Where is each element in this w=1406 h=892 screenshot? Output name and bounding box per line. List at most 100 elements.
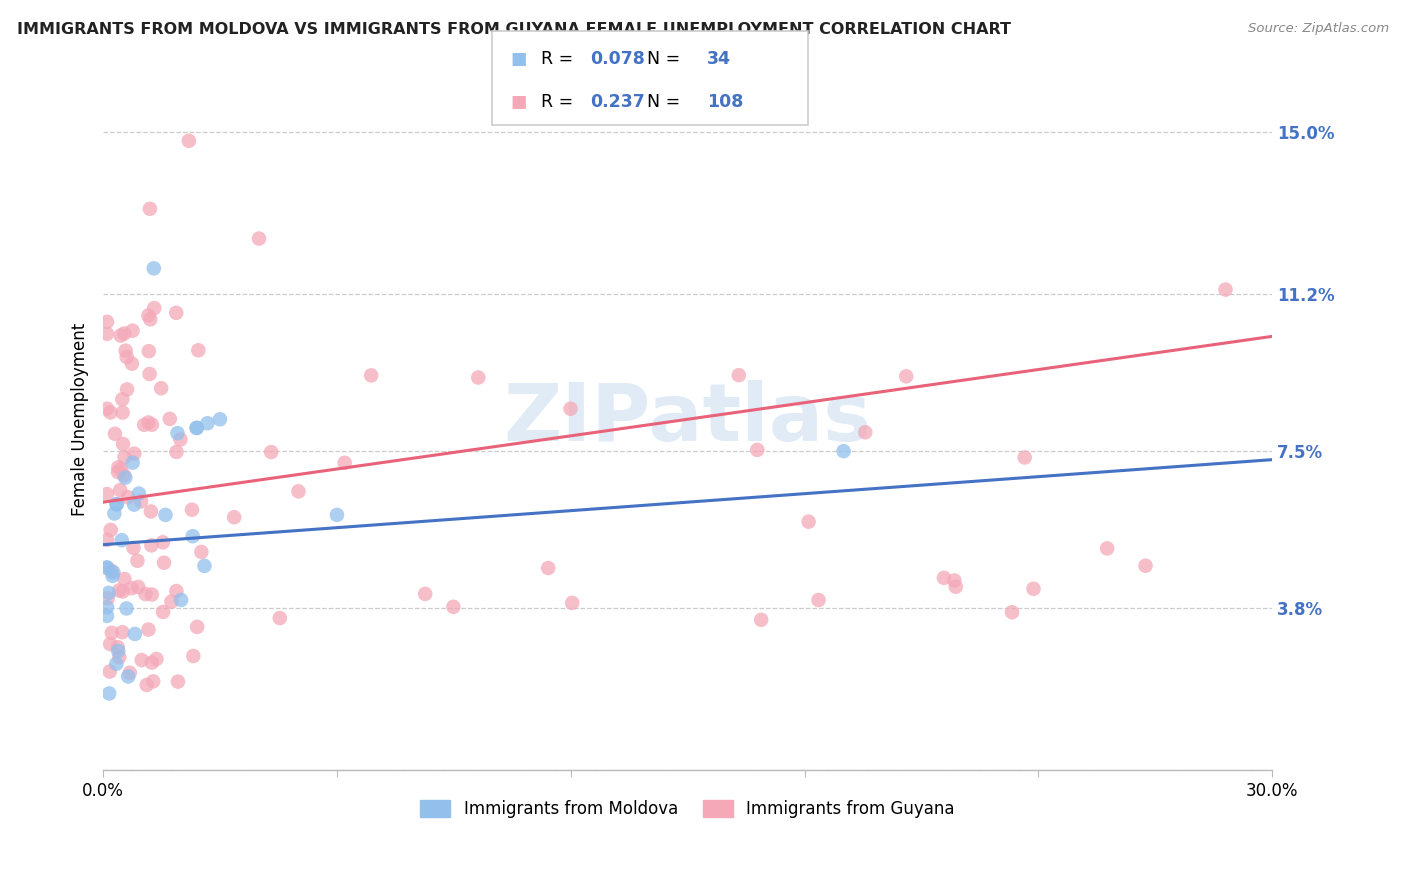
Point <box>111 625 134 640</box>
Point <box>118 665 141 680</box>
Point <box>100 523 122 537</box>
Point <box>103 507 125 521</box>
Point <box>141 588 163 602</box>
Point <box>247 231 270 245</box>
Point <box>139 504 162 518</box>
Point <box>167 674 190 689</box>
Point <box>333 456 356 470</box>
Point <box>121 324 143 338</box>
Point <box>101 569 124 583</box>
Point <box>115 350 138 364</box>
Point <box>96 487 118 501</box>
Point <box>797 515 820 529</box>
Point <box>152 605 174 619</box>
Point <box>1022 582 1045 596</box>
Point <box>115 383 138 397</box>
Point <box>96 533 118 547</box>
Point <box>122 447 145 461</box>
Point <box>537 561 560 575</box>
Point <box>190 545 212 559</box>
Point <box>98 665 121 679</box>
Point <box>186 421 208 435</box>
Point <box>96 326 118 341</box>
Point <box>127 554 149 568</box>
Point <box>104 426 127 441</box>
Text: ZIPatlas: ZIPatlas <box>503 380 872 458</box>
Point <box>896 369 918 384</box>
Point <box>105 497 128 511</box>
Point <box>1135 558 1157 573</box>
Point <box>208 412 231 426</box>
Point <box>124 627 146 641</box>
Text: Source: ZipAtlas.com: Source: ZipAtlas.com <box>1249 22 1389 36</box>
Legend: Immigrants from Moldova, Immigrants from Guyana: Immigrants from Moldova, Immigrants from… <box>413 793 962 825</box>
Point <box>121 357 143 371</box>
Point <box>101 625 124 640</box>
Point <box>142 261 165 276</box>
Point <box>111 584 134 599</box>
Point <box>197 416 219 430</box>
Point <box>224 510 246 524</box>
Point <box>108 650 131 665</box>
Point <box>153 556 176 570</box>
Y-axis label: Female Unemployment: Female Unemployment <box>72 323 89 516</box>
Point <box>932 571 955 585</box>
Text: 108: 108 <box>707 93 744 111</box>
Point <box>114 343 136 358</box>
Point <box>139 202 162 216</box>
Point <box>110 462 132 476</box>
Point <box>467 370 489 384</box>
Point <box>169 433 191 447</box>
Point <box>117 669 139 683</box>
Point <box>1215 283 1237 297</box>
Text: IMMIGRANTS FROM MOLDOVA VS IMMIGRANTS FROM GUYANA FEMALE UNEMPLOYMENT CORRELATIO: IMMIGRANTS FROM MOLDOVA VS IMMIGRANTS FR… <box>17 22 1011 37</box>
Point <box>165 584 187 599</box>
Point <box>747 442 769 457</box>
Point <box>186 421 208 435</box>
Point <box>287 484 309 499</box>
Point <box>943 574 966 588</box>
Point <box>98 686 121 700</box>
Point <box>187 343 209 358</box>
Point <box>98 637 121 651</box>
Point <box>135 678 157 692</box>
Point <box>105 497 128 511</box>
Point <box>107 644 129 658</box>
Point <box>112 468 135 483</box>
Point <box>165 445 187 459</box>
Point <box>177 134 200 148</box>
Point <box>112 437 135 451</box>
Point <box>131 653 153 667</box>
Point <box>139 312 162 326</box>
Point <box>853 425 876 440</box>
Point <box>561 596 583 610</box>
Point <box>138 344 160 359</box>
Point <box>110 328 132 343</box>
Point <box>127 580 149 594</box>
Text: 0.078: 0.078 <box>591 51 645 69</box>
Point <box>134 587 156 601</box>
Point <box>749 613 772 627</box>
Point <box>108 483 131 497</box>
Point <box>152 535 174 549</box>
Point <box>122 498 145 512</box>
Text: N =: N = <box>647 93 686 111</box>
Text: ■: ■ <box>510 51 527 69</box>
Point <box>112 572 135 586</box>
Point <box>97 586 120 600</box>
Point <box>560 401 582 416</box>
Point <box>128 486 150 500</box>
Point <box>138 623 160 637</box>
Point <box>193 558 215 573</box>
Point <box>103 566 125 580</box>
Point <box>114 450 136 465</box>
Point <box>141 656 163 670</box>
Point <box>727 368 749 383</box>
Point <box>112 326 135 341</box>
Point <box>1001 605 1024 619</box>
Point <box>105 657 128 671</box>
Point <box>121 581 143 595</box>
Point <box>134 417 156 432</box>
Point <box>96 315 118 329</box>
Point <box>108 583 131 598</box>
